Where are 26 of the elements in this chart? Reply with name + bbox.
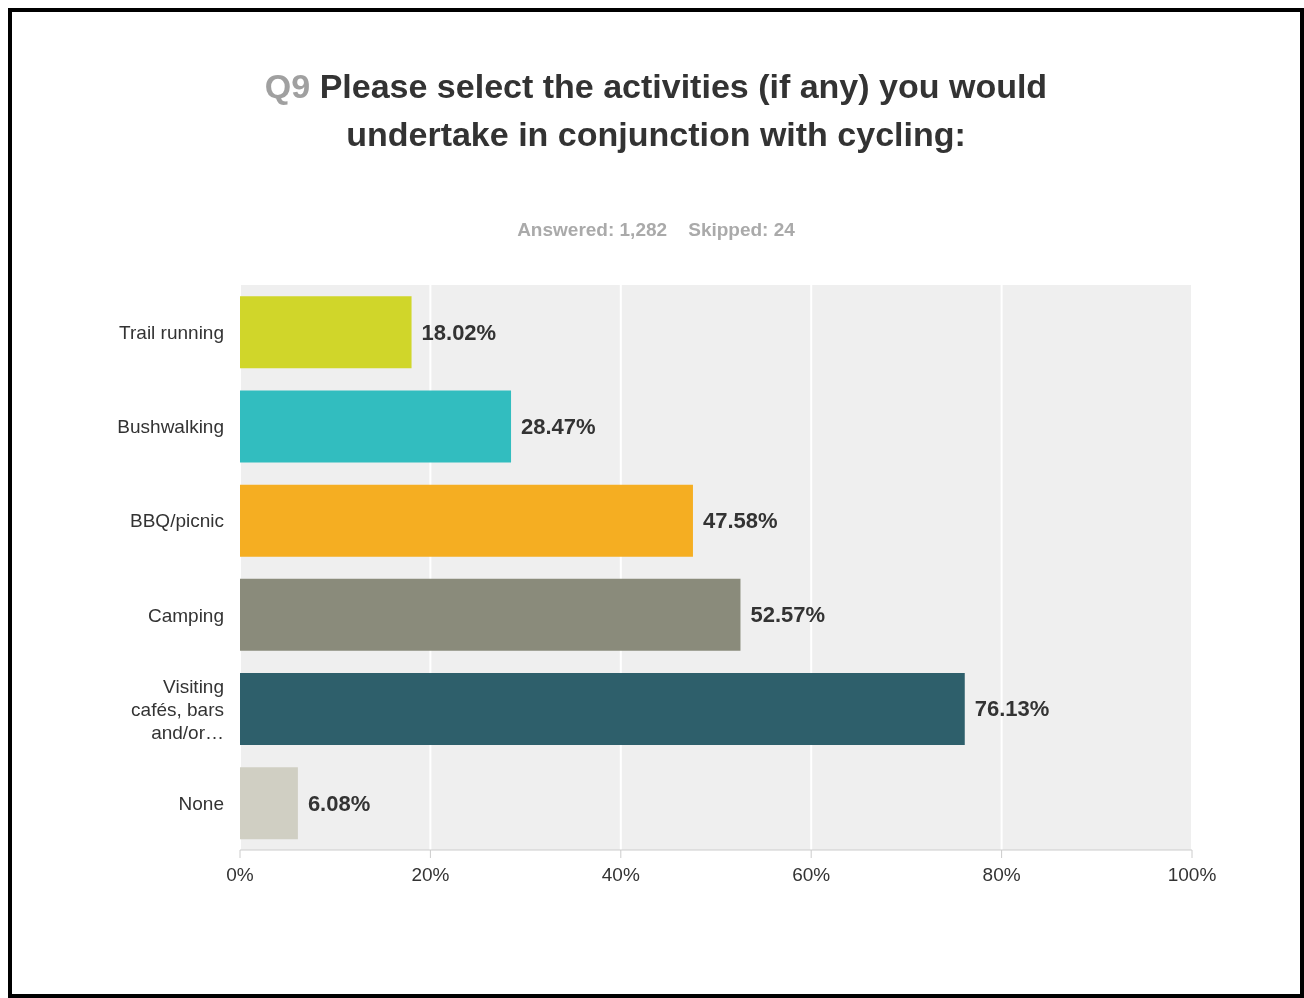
y-tick-label: Bushwalking xyxy=(117,415,224,437)
y-tick-label: None xyxy=(178,792,224,814)
data-label: 6.08% xyxy=(307,790,371,816)
data-label: 28.47% xyxy=(521,413,596,439)
x-tick-label: 100% xyxy=(1167,864,1217,886)
x-tick-label: 80% xyxy=(982,864,1021,886)
data-label: 47.58% xyxy=(702,508,778,534)
x-tick-label: 20% xyxy=(411,864,450,886)
bar xyxy=(240,296,412,369)
y-tick-label: BBQ/picnic xyxy=(130,509,224,531)
chart-subtitle: Answered: 1,282 Skipped: 24 xyxy=(516,219,796,241)
x-tick-label: 0% xyxy=(226,864,254,886)
x-tick-label: 40% xyxy=(601,864,640,886)
y-tick-label: Trail running xyxy=(119,321,224,343)
bar xyxy=(240,484,693,557)
bar xyxy=(240,767,298,840)
y-tick-label: Camping xyxy=(147,604,224,626)
x-tick-label: 60% xyxy=(792,864,831,886)
bar xyxy=(240,390,512,463)
bar xyxy=(240,578,741,651)
chart-title: Q9 Please select the activities (if any) you would undertake in conjunction with cycling: xyxy=(263,66,1049,155)
y-tick-label: Visiting cafés, bars and/or… xyxy=(131,675,224,743)
bar xyxy=(240,672,965,745)
data-label: 18.02% xyxy=(421,319,497,345)
data-label: 76.13% xyxy=(974,696,1050,722)
data-label: 52.57% xyxy=(750,602,826,628)
